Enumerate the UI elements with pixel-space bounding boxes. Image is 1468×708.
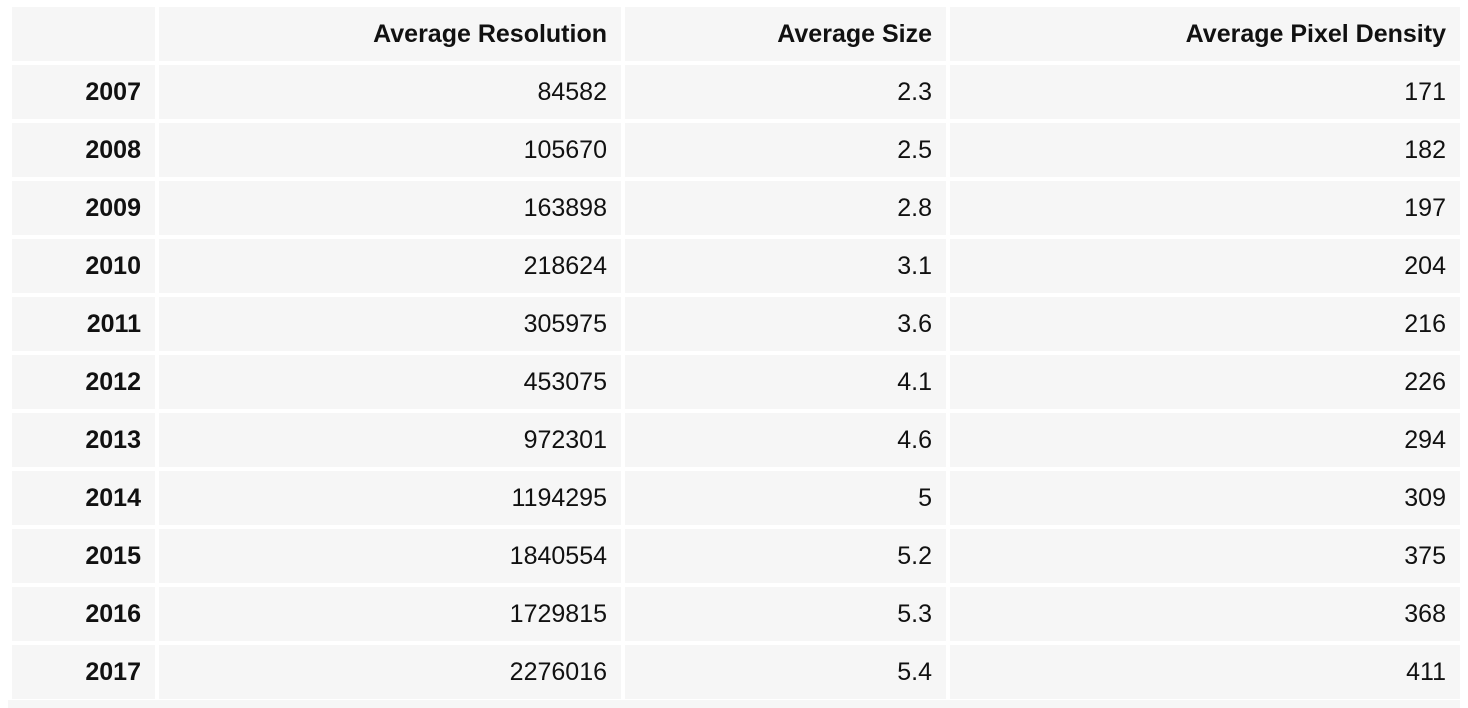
- table-row: 2012 453075 4.1 226: [12, 355, 1460, 409]
- table-row: 2008 105670 2.5 182: [12, 123, 1460, 177]
- resolution-cell: 972301: [159, 413, 621, 467]
- size-cell: 4.6: [625, 413, 946, 467]
- density-cell: 216: [950, 297, 1460, 351]
- size-cell: 5: [625, 471, 946, 525]
- year-cell: 2010: [12, 239, 155, 293]
- resolution-cell: 163898: [159, 181, 621, 235]
- size-cell: 5.3: [625, 587, 946, 641]
- resolution-cell: 105670: [159, 123, 621, 177]
- resolution-cell: 2276016: [159, 645, 621, 699]
- resolution-cell: 84582: [159, 65, 621, 119]
- size-cell: 5.2: [625, 529, 946, 583]
- table-row: 2009 163898 2.8 197: [12, 181, 1460, 235]
- year-cell: 2009: [12, 181, 155, 235]
- table-row: 2014 1194295 5 309: [12, 471, 1460, 525]
- size-cell: 2.8: [625, 181, 946, 235]
- density-cell: 294: [950, 413, 1460, 467]
- density-cell: 309: [950, 471, 1460, 525]
- table-row: 2017 2276016 5.4 411: [12, 645, 1460, 699]
- resolution-cell: 1729815: [159, 587, 621, 641]
- year-cell: 2017: [12, 645, 155, 699]
- table-row: 2016 1729815 5.3 368: [12, 587, 1460, 641]
- density-cell: 197: [950, 181, 1460, 235]
- table-row: 2010 218624 3.1 204: [12, 239, 1460, 293]
- density-cell: 204: [950, 239, 1460, 293]
- header-cell-average-resolution: Average Resolution: [159, 7, 621, 61]
- year-cell: 2011: [12, 297, 155, 351]
- size-cell: 3.1: [625, 239, 946, 293]
- year-cell: 2012: [12, 355, 155, 409]
- year-cell: 2016: [12, 587, 155, 641]
- year-cell: 2008: [12, 123, 155, 177]
- year-cell: 2015: [12, 529, 155, 583]
- year-cell: 2013: [12, 413, 155, 467]
- size-cell: 4.1: [625, 355, 946, 409]
- resolution-cell: 1194295: [159, 471, 621, 525]
- size-cell: 2.5: [625, 123, 946, 177]
- size-cell: 2.3: [625, 65, 946, 119]
- data-table: Average Resolution Average Size Average …: [8, 3, 1464, 703]
- density-cell: 375: [950, 529, 1460, 583]
- resolution-cell: 453075: [159, 355, 621, 409]
- header-cell-average-size: Average Size: [625, 7, 946, 61]
- density-cell: 171: [950, 65, 1460, 119]
- table-body: 2007 84582 2.3 171 2008 105670 2.5 182 2009 16389…: [12, 65, 1460, 699]
- table-row: 2007 84582 2.3 171: [12, 65, 1460, 119]
- size-cell: 5.4: [625, 645, 946, 699]
- resolution-cell: 1840554: [159, 529, 621, 583]
- year-cell: 2007: [12, 65, 155, 119]
- header-cell-average-pixel-density: Average Pixel Density: [950, 7, 1460, 61]
- year-cell: 2014: [12, 471, 155, 525]
- density-cell: 411: [950, 645, 1460, 699]
- table-row: 2011 305975 3.6 216: [12, 297, 1460, 351]
- density-cell: 182: [950, 123, 1460, 177]
- header-cell-index: [12, 7, 155, 61]
- density-cell: 226: [950, 355, 1460, 409]
- resolution-cell: 305975: [159, 297, 621, 351]
- size-cell: 3.6: [625, 297, 946, 351]
- header-row: Average Resolution Average Size Average …: [12, 7, 1460, 61]
- table-bottom-edge: [8, 700, 1460, 708]
- table-row: 2013 972301 4.6 294: [12, 413, 1460, 467]
- resolution-cell: 218624: [159, 239, 621, 293]
- table-row: 2015 1840554 5.2 375: [12, 529, 1460, 583]
- density-cell: 368: [950, 587, 1460, 641]
